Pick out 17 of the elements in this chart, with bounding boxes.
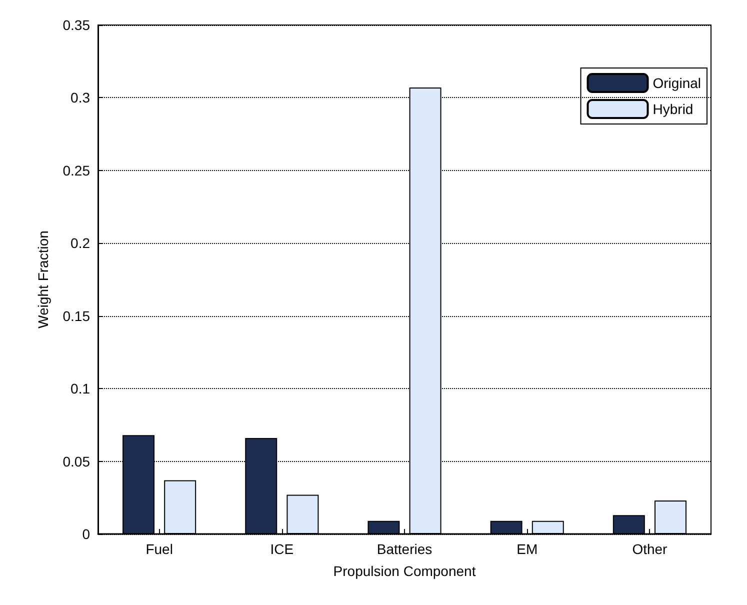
legend-label: Hybrid xyxy=(652,101,694,117)
x-axis-title: Propulsion Component xyxy=(333,563,476,579)
legend-label: Original xyxy=(652,75,702,91)
x-tick-label: Batteries xyxy=(376,541,432,557)
y-tick-label: 0.15 xyxy=(62,308,90,324)
y-tick-label: 0.05 xyxy=(62,453,90,470)
x-tick-label: EM xyxy=(516,541,538,557)
y-tick-label: 0.2 xyxy=(70,235,90,252)
y-axis-title: Weight Fraction xyxy=(35,230,51,328)
x-tick-label: Other xyxy=(632,541,668,557)
y-tick-label: 0.25 xyxy=(62,162,90,178)
x-tick-label: ICE xyxy=(270,541,294,557)
y-tick-label: 0.35 xyxy=(62,17,90,33)
y-tick-label: 0 xyxy=(82,526,90,542)
y-tick-label: 0.3 xyxy=(70,90,90,106)
y-tick-label: 0.1 xyxy=(70,380,90,397)
x-tick-label: Fuel xyxy=(146,541,173,557)
